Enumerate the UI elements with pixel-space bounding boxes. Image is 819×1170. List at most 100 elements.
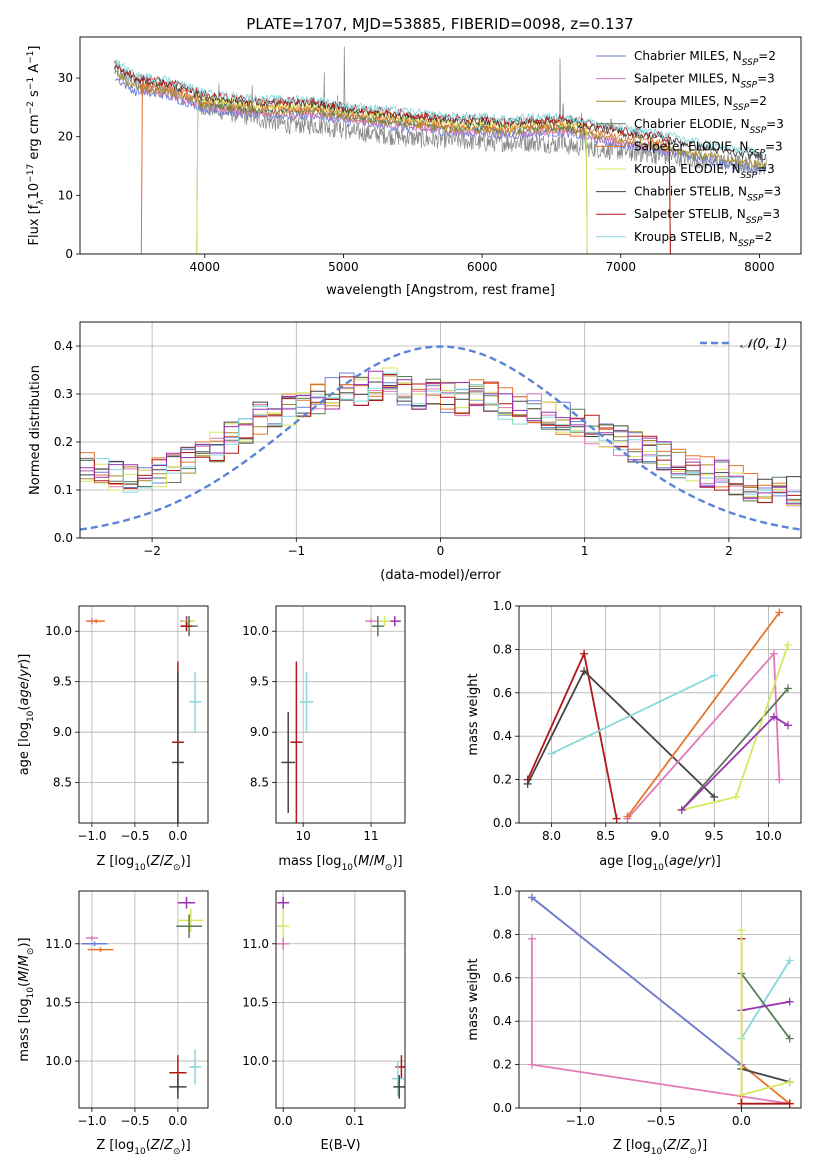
plot-area [80, 345, 801, 531]
x-tick-label: 9.0 [650, 829, 669, 843]
axes-frame [79, 321, 802, 539]
y-tick-label: 8.5 [53, 776, 72, 790]
y-tick-label: 10.0 [45, 624, 72, 638]
legend-entry: Kroupa ELODIE, NSSP=3 [634, 162, 775, 181]
panel-weight_vs_age: 8.0 8.5 9.0 9.5 10.0 0.0 0.2 0.4 0.6 0.8 1.0 age [l… [466, 599, 802, 873]
y-axis-label: Flux [fλ10−17 erg cm−2 s−1 A−1] [26, 46, 46, 246]
plot-area [527, 893, 794, 1108]
panel-residuals: −2 −1 0 1 2 0.0 0.1 0.2 0.3 0.4 (data-model)/error… [28, 321, 802, 583]
y-tick-label: 1.0 [493, 599, 512, 613]
panel-spectrum: 4000 5000 6000 7000 8000 0 10 20 30 wavelength [A… [26, 36, 802, 298]
x-axis-label: wavelength [Angstrom, rest frame] [326, 283, 555, 298]
x-tick-label: −1.0 [566, 1114, 595, 1128]
x-tick-label: 5000 [328, 260, 359, 274]
x-tick-label: 2 [725, 544, 733, 558]
axes-frame [275, 605, 406, 824]
y-axis-label: age [log10(age/yr)] [17, 654, 36, 776]
x-tick-label: −1 [287, 544, 305, 558]
weight-series-line [740, 959, 791, 1040]
x-tick-label: 8000 [744, 260, 775, 274]
panel-age_vs_mass: 10 11 8.5 9.0 9.5 10.0 mass [log10(M/M⊙)] [242, 605, 406, 873]
weight-series-line [551, 674, 715, 755]
y-tick-label: 0.8 [493, 927, 512, 941]
y-tick-label: 0.4 [493, 729, 512, 743]
model-spectrum-line [114, 78, 767, 173]
residual-histogram-step [80, 374, 801, 504]
x-tick-label: 0.0 [168, 829, 187, 843]
x-axis-label: mass [log10(M/M⊙)] [278, 854, 402, 873]
x-axis-label: Z [log10(Z/Z⊙)] [96, 854, 190, 873]
legend: Chabrier MILES, NSSP=2 Salpeter MILES, NS… [596, 49, 784, 249]
x-tick-label: 4000 [190, 260, 221, 274]
panel-age_vs_Z: −1.0 −0.5 0.0 8.5 9.0 9.5 10.0 Z [log10(Z/Z⊙)] a… [17, 605, 209, 873]
y-tick-label: 9.5 [250, 675, 269, 689]
legend-entry: Salpeter ELODIE, NSSP=3 [634, 139, 783, 158]
panel-weight_vs_Z: −1.0 −0.5 0.0 0.0 0.2 0.4 0.6 0.8 1.0 Z [log10(Z/… [466, 884, 802, 1157]
legend-entry: Salpeter STELIB, NSSP=3 [634, 207, 780, 226]
weight-series-line [681, 687, 789, 811]
y-tick-label: 0.8 [493, 642, 512, 656]
y-tick-label: 0.6 [493, 686, 512, 700]
y-axis-label: mass [log10(M/M⊙)] [17, 937, 36, 1061]
x-tick-label: −0.5 [120, 1114, 149, 1128]
residual-histogram-step [80, 379, 801, 502]
x-tick-label: 0 [437, 544, 445, 558]
x-axis-label: Z [log10(Z/Z⊙)] [96, 1138, 190, 1157]
weight-series-line [531, 896, 742, 1066]
x-tick-label: −1.0 [77, 1114, 106, 1128]
y-axis-label: mass weight [466, 673, 481, 755]
model-spectrum-line [114, 61, 767, 161]
y-tick-label: 10.0 [45, 1054, 72, 1068]
y-tick-label: 10.5 [242, 995, 269, 1009]
y-tick-label: 0.4 [493, 1014, 512, 1028]
x-tick-label: 7000 [605, 260, 636, 274]
y-tick-label: 0.4 [54, 339, 73, 353]
axes-frame [275, 890, 406, 1109]
y-tick-label: 9.0 [250, 725, 269, 739]
y-tick-label: 1.0 [493, 884, 512, 898]
y-tick-label: 20 [58, 130, 73, 144]
legend-entry: Kroupa STELIB, NSSP=2 [634, 230, 772, 249]
x-tick-label: 9.5 [705, 829, 724, 843]
residual-histogram-step [80, 381, 801, 496]
axes-frame [78, 605, 209, 824]
y-tick-label: 10 [58, 188, 73, 202]
y-tick-label: 10.5 [45, 995, 72, 1009]
y-tick-label: 0.3 [54, 387, 73, 401]
x-tick-label: 1 [581, 544, 589, 558]
axes-frame [518, 890, 802, 1109]
plot-area [114, 46, 767, 254]
y-tick-label: 9.5 [53, 675, 72, 689]
y-tick-label: 0.0 [493, 816, 512, 830]
plot-area [281, 616, 401, 823]
legend-entry: Chabrier MILES, NSSP=2 [634, 49, 776, 68]
plot-area [523, 608, 792, 823]
y-tick-label: 9.0 [53, 725, 72, 739]
axes-frame [79, 36, 802, 255]
y-axis-label: mass weight [466, 958, 481, 1040]
legend: 𝒩(0, 1) [700, 337, 787, 352]
y-tick-label: 0.1 [54, 483, 73, 497]
x-tick-label: 10 [296, 829, 311, 843]
y-axis-label: Normed distribution [28, 365, 43, 495]
x-axis-label: (data-model)/error [380, 568, 501, 583]
observed-spectrum-line [114, 46, 767, 175]
x-tick-label: 11 [363, 829, 378, 843]
x-tick-label: −0.5 [646, 1114, 675, 1128]
y-tick-label: 10.0 [242, 624, 269, 638]
x-tick-label: 0.0 [168, 1114, 187, 1128]
weight-series-line [741, 1068, 790, 1083]
x-tick-label: 0.1 [345, 1114, 364, 1128]
figure-title: PLATE=1707, MJD=53885, FIBERID=0098, z=0… [246, 15, 633, 33]
x-tick-label: 10.0 [755, 829, 782, 843]
x-axis-label: age [log10(age/yr)] [599, 854, 721, 873]
x-tick-label: 6000 [467, 260, 498, 274]
x-tick-label: 8.5 [596, 829, 615, 843]
legend-entry: Chabrier STELIB, NSSP=3 [634, 185, 781, 204]
normal-distribution-curve [80, 345, 801, 531]
legend-entry: Chabrier ELODIE, NSSP=3 [634, 117, 784, 136]
legend-entry: 𝒩(0, 1) [740, 337, 787, 352]
axes-frame [78, 890, 209, 1109]
